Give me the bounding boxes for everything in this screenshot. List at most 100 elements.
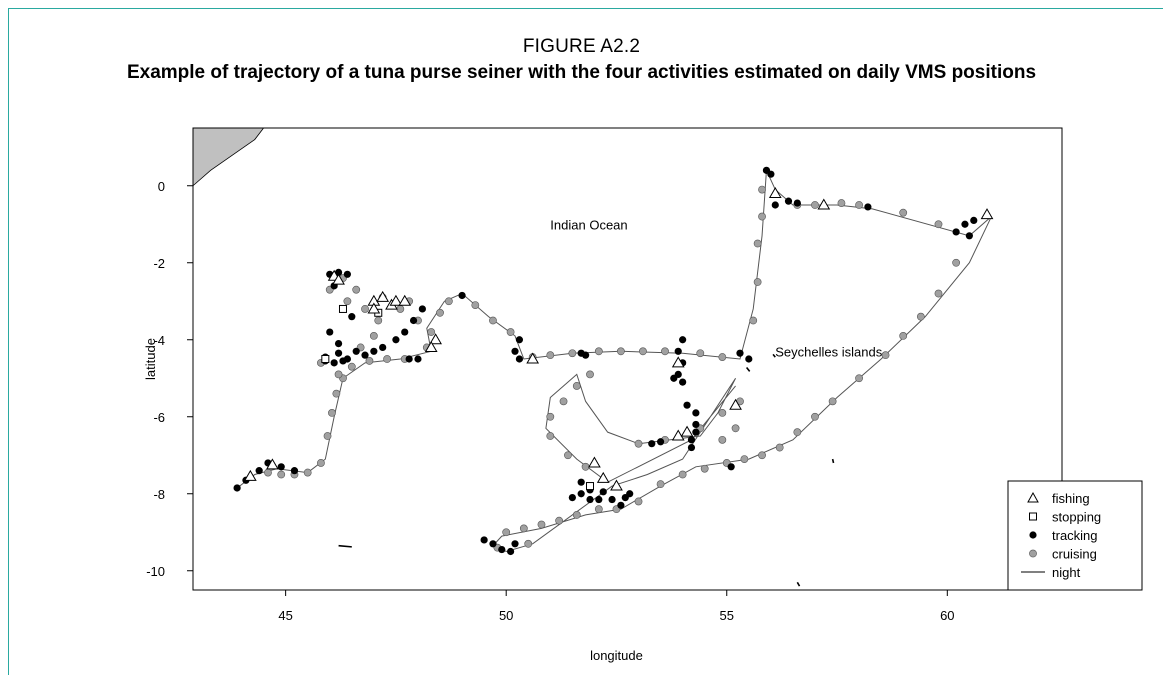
x-tick-label: 55 bbox=[720, 608, 734, 623]
tracking-point bbox=[405, 355, 413, 363]
y-tick-label: -6 bbox=[153, 410, 165, 425]
y-tick-label: -4 bbox=[153, 333, 165, 348]
cruising-point bbox=[758, 185, 766, 194]
fishing-point bbox=[817, 198, 831, 210]
cruising-point bbox=[546, 412, 555, 421]
cruising-point bbox=[952, 258, 961, 267]
fishing-point bbox=[429, 333, 442, 345]
tracking-point bbox=[692, 420, 700, 429]
fishing-point bbox=[980, 208, 994, 220]
cruising-point bbox=[855, 374, 863, 383]
cruising-point bbox=[740, 455, 749, 463]
tracking-point bbox=[793, 199, 801, 207]
tracking-point bbox=[511, 540, 519, 548]
tracking-point bbox=[409, 316, 418, 325]
fishing-point bbox=[376, 290, 390, 302]
tracking-point bbox=[683, 401, 691, 409]
tracking-point bbox=[961, 220, 969, 228]
figure-frame-top bbox=[8, 8, 1163, 9]
y-tick-label: -10 bbox=[146, 564, 165, 579]
cruising-point bbox=[564, 451, 572, 460]
cruising-point bbox=[317, 459, 325, 467]
tracking-point bbox=[586, 495, 594, 504]
tracking-point bbox=[507, 547, 515, 556]
island-mark bbox=[831, 458, 835, 464]
tracking-point bbox=[352, 347, 360, 355]
island-mark bbox=[772, 353, 776, 358]
cruising-point bbox=[361, 305, 369, 313]
tracking-point bbox=[670, 374, 678, 382]
stopping-point bbox=[586, 482, 595, 491]
tracking-point bbox=[330, 359, 338, 367]
cruising-point bbox=[700, 464, 709, 473]
x-axis-label: longitude bbox=[590, 648, 643, 663]
cruising-point bbox=[881, 351, 890, 360]
stopping-layer bbox=[321, 304, 595, 491]
cruising-point bbox=[559, 397, 568, 406]
cruising-point bbox=[323, 432, 332, 440]
legend-fishing-symbol bbox=[1027, 491, 1039, 503]
cruising-point bbox=[581, 462, 590, 471]
tracking-point bbox=[414, 355, 422, 363]
cruising-point bbox=[634, 497, 643, 506]
legend-cruising-symbol bbox=[1029, 549, 1037, 558]
cruising-point bbox=[369, 331, 378, 340]
cruising-point bbox=[837, 199, 846, 207]
figure-frame-left bbox=[8, 8, 9, 675]
tracking-point bbox=[745, 355, 753, 363]
cruising-point bbox=[568, 349, 577, 358]
cruising-point bbox=[916, 312, 925, 321]
cruising-point bbox=[678, 470, 687, 479]
tracking-point bbox=[361, 351, 369, 359]
cruising-point bbox=[334, 370, 343, 379]
cruising-point bbox=[444, 297, 453, 306]
land-layer bbox=[192, 127, 265, 187]
annotations-layer: Indian Ocean Seychelles islands bbox=[550, 217, 882, 359]
legend-label: tracking bbox=[1052, 528, 1098, 543]
cruising-point bbox=[718, 353, 727, 361]
fishing-point bbox=[424, 340, 438, 352]
y-tick-label: -8 bbox=[153, 487, 165, 502]
tracking-point bbox=[608, 495, 616, 504]
tracking-point bbox=[255, 467, 263, 475]
fishing-point bbox=[729, 398, 742, 410]
tracking-point bbox=[334, 340, 343, 348]
cruising-point bbox=[524, 539, 533, 548]
cruising-point bbox=[616, 347, 625, 356]
tracking-point bbox=[727, 463, 735, 471]
legend-label: cruising bbox=[1052, 547, 1097, 562]
cruising-point bbox=[506, 328, 515, 336]
cruising-point bbox=[347, 362, 356, 371]
island-mark bbox=[338, 544, 352, 548]
legend-label: fishing bbox=[1052, 491, 1090, 506]
y-tick-label: 0 bbox=[158, 179, 165, 194]
tracking-point bbox=[577, 478, 585, 486]
fishing-layer bbox=[243, 186, 994, 491]
cruising-point bbox=[594, 505, 603, 514]
fishing-point bbox=[266, 458, 279, 470]
tracking-point bbox=[334, 349, 343, 357]
cruising-point bbox=[546, 432, 555, 440]
fishing-point bbox=[367, 302, 381, 314]
y-axis-label: latitude bbox=[143, 338, 158, 380]
cruising-point bbox=[899, 208, 908, 217]
cruising-point bbox=[572, 382, 581, 390]
cruising-point bbox=[572, 511, 581, 519]
cruising-point bbox=[594, 347, 603, 356]
cruising-point bbox=[537, 520, 546, 529]
cruising-point bbox=[264, 468, 272, 477]
tracking-point bbox=[326, 328, 334, 336]
legend-stopping-symbol bbox=[1029, 512, 1037, 521]
tracking-point bbox=[736, 349, 744, 357]
cruising-point bbox=[718, 435, 727, 444]
fishing-point bbox=[588, 456, 601, 468]
tracking-point bbox=[489, 540, 497, 548]
islands-layer bbox=[338, 353, 835, 587]
cruising-point bbox=[471, 301, 480, 309]
cruising-point bbox=[489, 316, 497, 325]
tracking-point bbox=[679, 336, 687, 344]
fishing-point bbox=[389, 294, 403, 306]
trajectory-line bbox=[236, 170, 992, 553]
axes-layer: 45 50 55 60 0 -2 -4 -6 -8 -10 longitude latitude bbox=[143, 179, 955, 663]
